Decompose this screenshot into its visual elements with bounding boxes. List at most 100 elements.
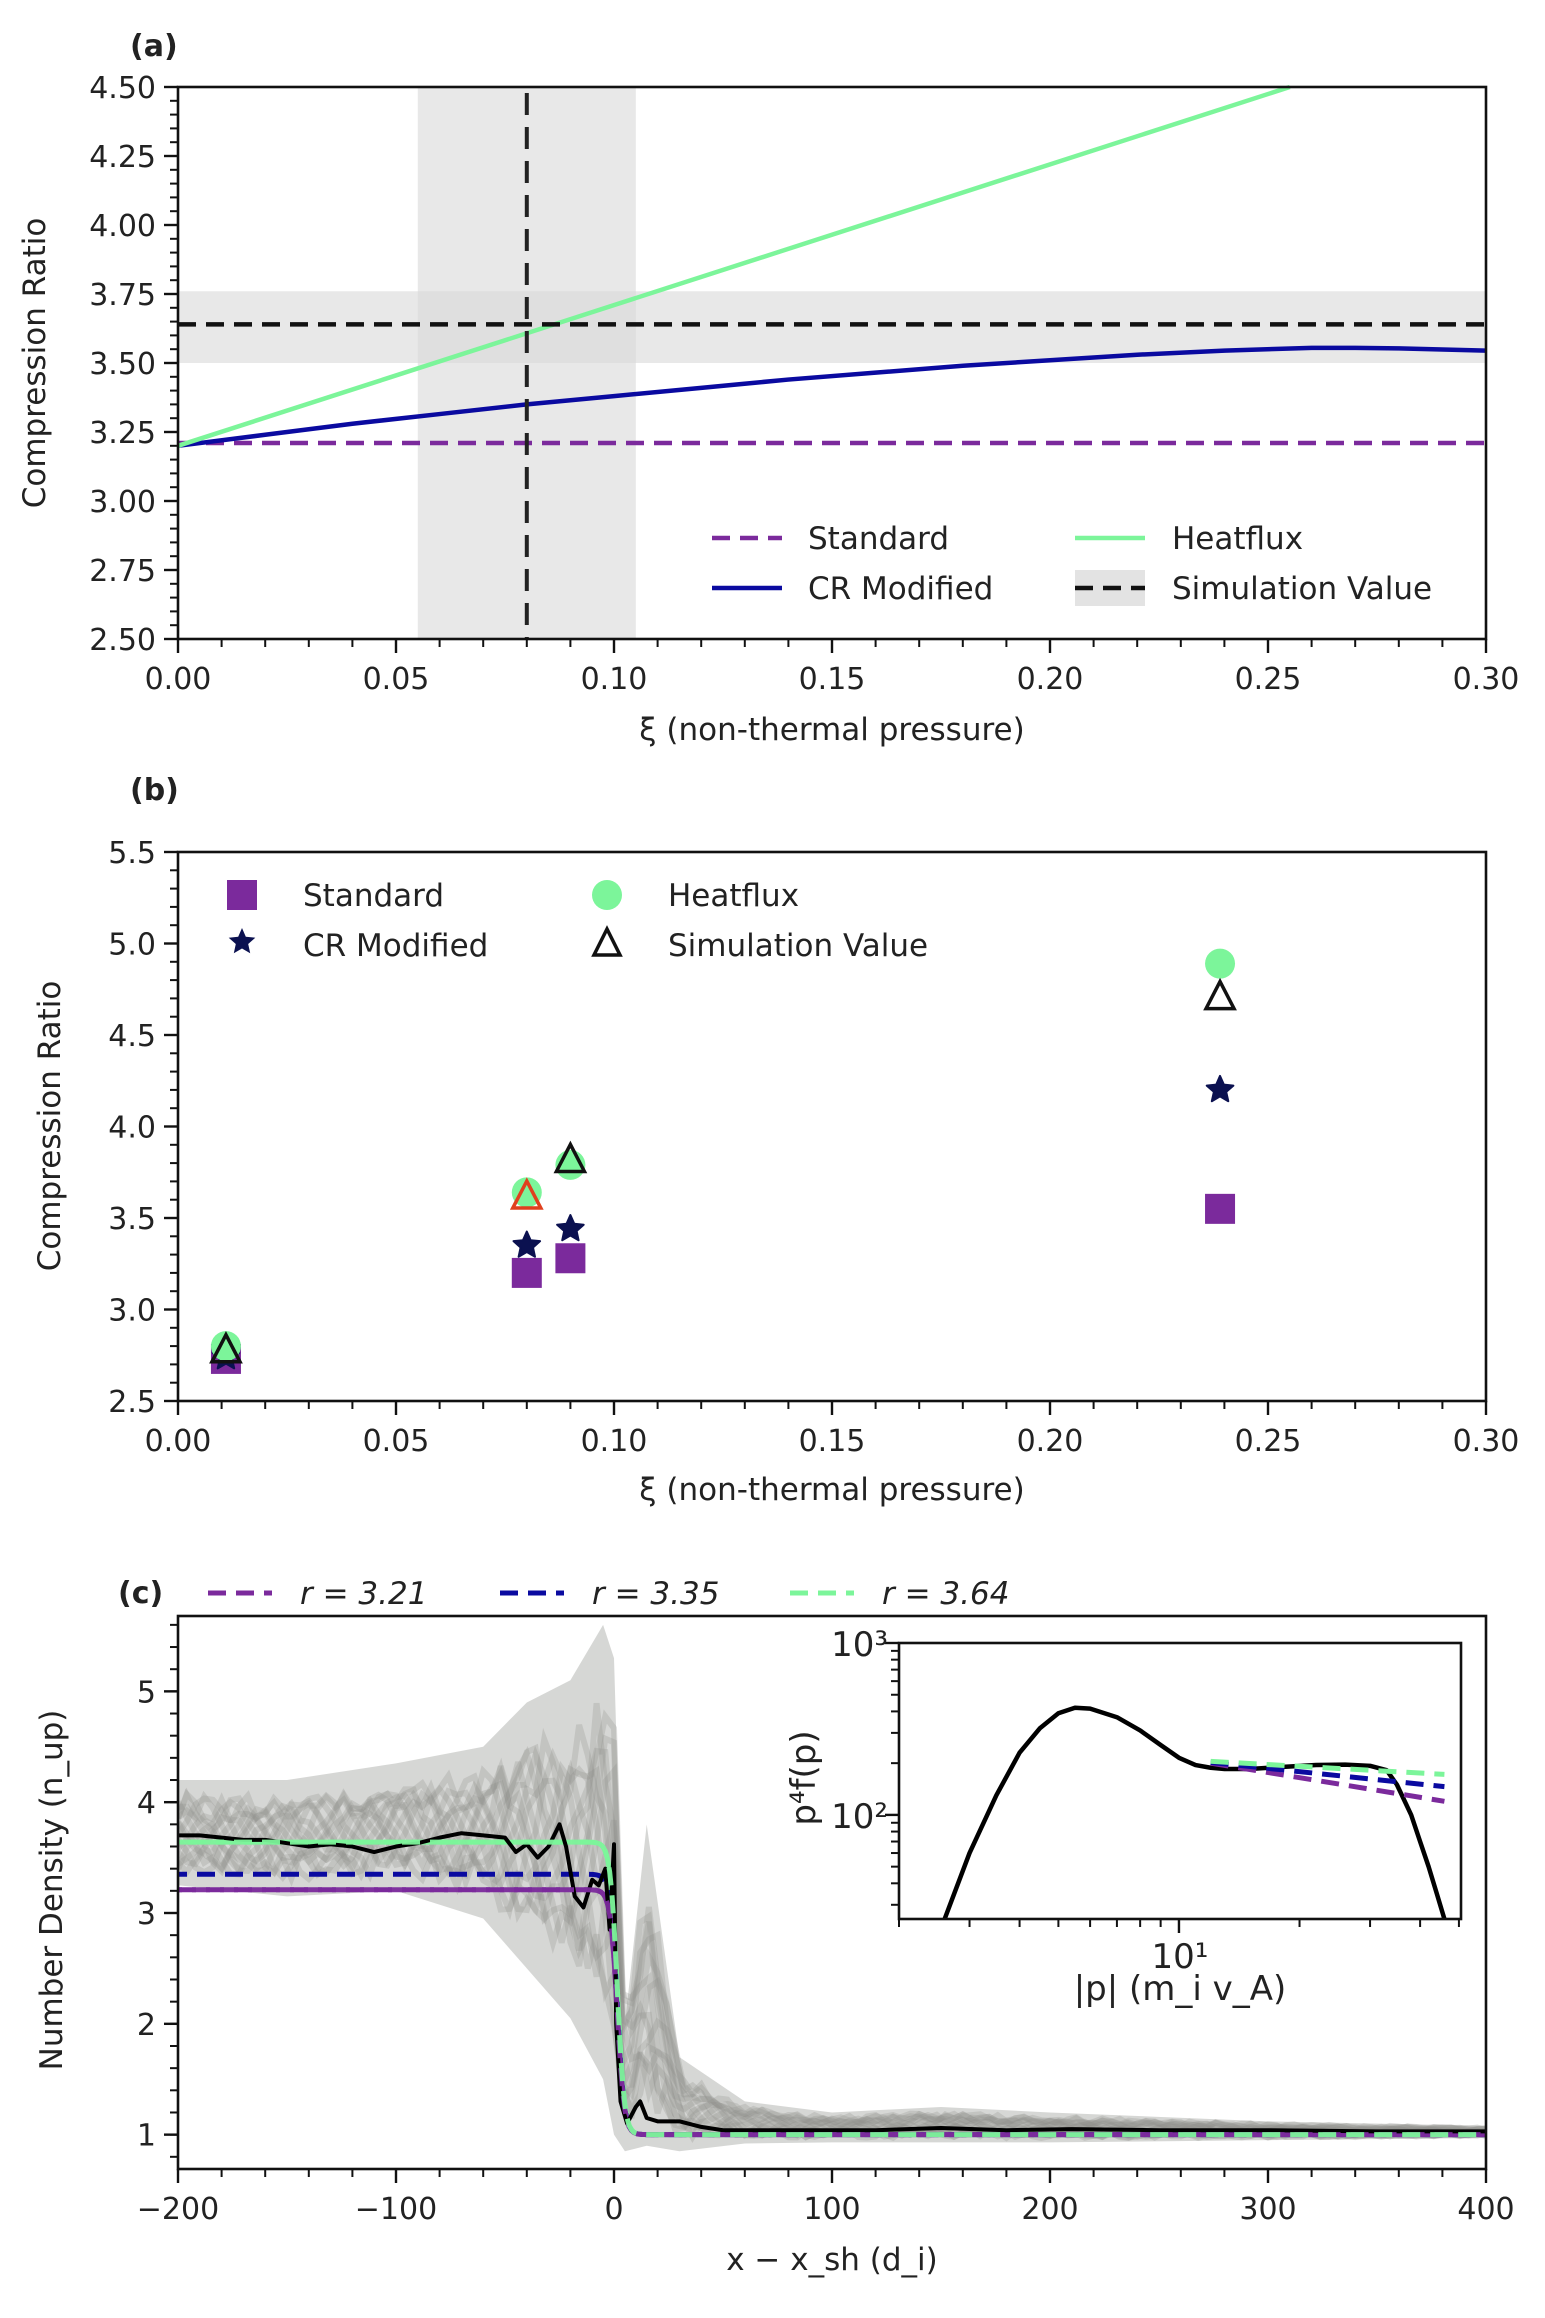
inset-series bbox=[942, 1705, 1447, 1919]
y-tick-label: 5.0 bbox=[108, 928, 156, 963]
panel-a-compression-vs-xi: (a) 0.00 0.05 0.10 0.15 0.20 0.25 0.30 2.50 2.7… bbox=[17, 29, 1519, 748]
inset-x-axis-label: |p| (m_i v_A) bbox=[1074, 1969, 1287, 2009]
legend-label-heatflux: Heatflux bbox=[668, 878, 799, 914]
y-tick-label: 3.50 bbox=[89, 347, 156, 382]
inset-background bbox=[899, 1643, 1461, 1919]
snapshot-trace bbox=[178, 1747, 1486, 2140]
y-tick-label: 4 bbox=[137, 1786, 156, 1821]
x-tick-label: 0.15 bbox=[799, 662, 866, 697]
x-tick-label: 0.05 bbox=[363, 662, 430, 697]
y-axis-ticks: 1 2 3 4 5 bbox=[137, 1623, 178, 2158]
inset-x-ticks bbox=[898, 1919, 1460, 1933]
y-axis-ticks: 2.50 2.75 3.00 3.25 3.50 3.75 4.00 4.25 4.50 bbox=[89, 71, 178, 658]
legend-label-standard: Standard bbox=[303, 878, 444, 914]
inset-series-spectrum bbox=[942, 1705, 1447, 1919]
inset-x-tick-label: 10¹ bbox=[1152, 1937, 1209, 1977]
series-cr-modified bbox=[177, 345, 1487, 449]
snapshot-trace bbox=[178, 1746, 1486, 2143]
y-tick-label: 4.5 bbox=[108, 1019, 156, 1054]
x-tick-label: 0.30 bbox=[1453, 662, 1520, 697]
y-tick-label: 2.75 bbox=[89, 554, 156, 589]
legend-label-r335: r = 3.35 bbox=[592, 1576, 719, 1612]
inset-series-fit-1 bbox=[1210, 1759, 1445, 1790]
y-axis-ticks: 2.5 3.0 3.5 4.0 4.5 5.0 5.5 bbox=[108, 836, 178, 1420]
legend-label-r364: r = 3.64 bbox=[882, 1576, 1009, 1612]
legend: r = 3.21 r = 3.35 r = 3.64 bbox=[208, 1576, 1009, 1612]
snapshot-trace bbox=[178, 1724, 1486, 2141]
x-tick-label: 0.10 bbox=[581, 662, 648, 697]
x-tick-label: 0.20 bbox=[1017, 1424, 1084, 1459]
legend-label-cr-modified: CR Modified bbox=[808, 571, 993, 607]
x-tick-label: 0.25 bbox=[1235, 1424, 1302, 1459]
y-tick-label: 4.50 bbox=[89, 71, 156, 106]
point-simulation bbox=[509, 1177, 544, 1210]
legend-marker-simulation bbox=[591, 925, 623, 957]
x-tick-label: −200 bbox=[137, 2192, 219, 2227]
x-axis-ticks: 0.00 0.05 0.10 0.15 0.20 0.25 0.30 bbox=[145, 1401, 1520, 1459]
point-simulation bbox=[1203, 977, 1237, 1011]
x-axis-label: x − x_sh (d_i) bbox=[726, 2242, 938, 2278]
legend-label-standard: Standard bbox=[808, 521, 949, 557]
y-tick-label: 4.0 bbox=[108, 1111, 156, 1146]
y-tick-label: 3.75 bbox=[89, 278, 156, 313]
x-tick-label: −100 bbox=[355, 2192, 437, 2227]
y-tick-label: 3.25 bbox=[89, 416, 156, 451]
snapshot-envelope bbox=[178, 1624, 1486, 2152]
y-tick-label: 2 bbox=[137, 2008, 156, 2043]
point-standard bbox=[555, 1243, 586, 1274]
y-axis-label: Compression Ratio bbox=[17, 218, 53, 509]
legend-label-simulation: Simulation Value bbox=[1172, 571, 1432, 607]
legend-label-heatflux: Heatflux bbox=[1172, 521, 1303, 557]
panel-c-density-profile: (c) r = 3.21 r = 3.35 r = 3.64 −200 −100 0… bbox=[34, 1576, 1515, 2278]
y-tick-label: 3.0 bbox=[108, 1294, 156, 1329]
point-heatflux bbox=[511, 1177, 542, 1208]
y-tick-label: 2.5 bbox=[108, 1385, 156, 1420]
y-tick-label: 1 bbox=[137, 2119, 156, 2154]
inset-y-tick-label-1000: 10³ bbox=[831, 1625, 888, 1665]
x-tick-label: 0.15 bbox=[799, 1424, 866, 1459]
inset-y-axis-label: p⁴f(p) bbox=[784, 1730, 824, 1825]
panel-label-b: (b) bbox=[130, 773, 179, 808]
legend-label-cr-modified: CR Modified bbox=[303, 928, 488, 964]
x-tick-label: 0.30 bbox=[1453, 1424, 1520, 1459]
inset-series-fit-0 bbox=[1210, 1760, 1445, 1804]
x-tick-label: 100 bbox=[803, 2192, 860, 2227]
series-lines bbox=[178, 1822, 1486, 2138]
point-cr-modified bbox=[1205, 1074, 1235, 1103]
x-tick-label: 0.00 bbox=[145, 662, 212, 697]
series-fit-overlay-0 bbox=[178, 1887, 1486, 2138]
snapshot-trace bbox=[178, 1702, 1486, 2140]
series-heatflux bbox=[177, 84, 1291, 448]
x-axis-ticks: 0.00 0.05 0.10 0.15 0.20 0.25 0.30 bbox=[145, 639, 1520, 697]
x-tick-label: 0.00 bbox=[145, 1424, 212, 1459]
x-tick-label: 400 bbox=[1457, 2192, 1514, 2227]
legend-marker-cr-modified bbox=[228, 928, 256, 954]
point-heatflux bbox=[1205, 948, 1236, 979]
y-uncertainty-band bbox=[178, 291, 1486, 363]
inset-y-tick-label-100: 10² bbox=[831, 1797, 888, 1837]
series-density bbox=[178, 1822, 1486, 2134]
legend-label-r321: r = 3.21 bbox=[300, 1576, 427, 1612]
y-tick-label: 4.00 bbox=[89, 209, 156, 244]
scatter-points bbox=[209, 948, 1237, 1374]
inset-momentum-spectrum: 10¹ |p| (m_i v_A) 10² 10³ p⁴f(p) bbox=[784, 1625, 1463, 2009]
x-tick-label: 0 bbox=[604, 2192, 623, 2227]
y-tick-label: 5 bbox=[137, 1675, 156, 1710]
y-axis-label: Number Density (n_up) bbox=[34, 1710, 70, 2071]
y-tick-label: 5.5 bbox=[108, 836, 156, 871]
point-simulation bbox=[209, 1330, 243, 1364]
panel-label-a: (a) bbox=[130, 29, 178, 64]
point-cr-modified bbox=[556, 1214, 585, 1242]
y-tick-label: 3 bbox=[137, 1897, 156, 1932]
x-axis-label: ξ (non-thermal pressure) bbox=[639, 1472, 1024, 1508]
x-tick-label: 300 bbox=[1239, 2192, 1296, 2227]
x-axis-label: ξ (non-thermal pressure) bbox=[639, 712, 1024, 748]
series-fit-0 bbox=[178, 1887, 1486, 2138]
series-lines bbox=[177, 84, 1487, 639]
inset-series-fit-2 bbox=[1210, 1758, 1445, 1777]
legend: Standard Heatflux CR Modified Simulation… bbox=[227, 878, 928, 964]
legend-marker-standard bbox=[227, 880, 257, 910]
x-axis-ticks: −200 −100 0 100 200 300 400 bbox=[137, 2169, 1515, 2227]
x-tick-label: 0.25 bbox=[1235, 662, 1302, 697]
